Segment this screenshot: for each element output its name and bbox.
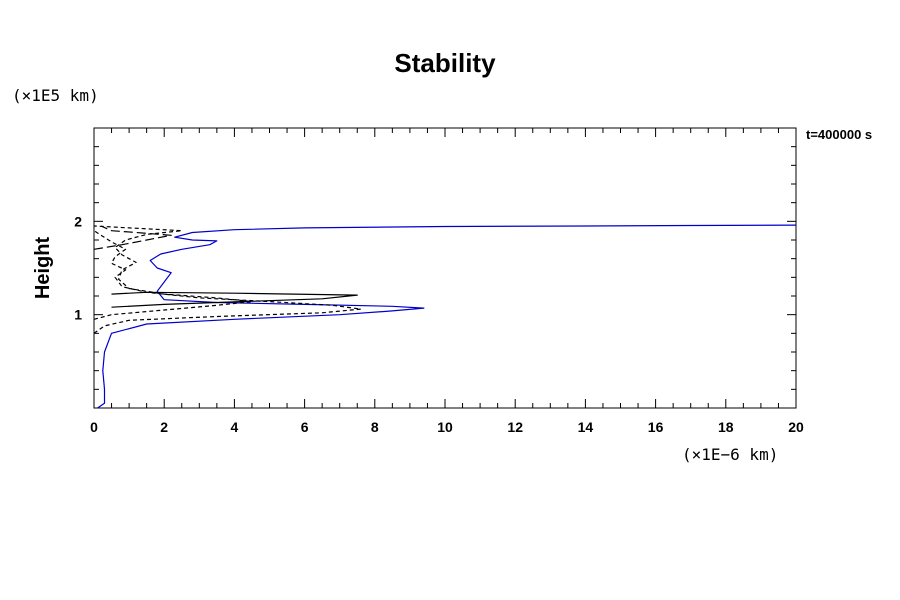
series-line-5 [93, 225, 172, 250]
y-tick-labels: 12 [74, 213, 82, 322]
y-axis-title: Height [32, 237, 54, 300]
series-line-1 [97, 224, 797, 409]
x-tick-label: 20 [788, 419, 804, 435]
chart-title: Stability [394, 48, 496, 78]
series-line-3 [93, 230, 362, 334]
time-annotation: t=400000 s [806, 127, 872, 142]
x-tick-label: 18 [718, 419, 734, 435]
series-line-4 [93, 225, 253, 320]
y-unit-label: (×1E5 km) [12, 86, 99, 105]
x-tick-labels: 0 2 4 6 8 10 12 14 16 18 20 [90, 419, 804, 435]
y-tick-label: 1 [74, 307, 82, 323]
x-tick-label: 14 [578, 419, 594, 435]
x-tick-label: 10 [437, 419, 453, 435]
axis-ticks [93, 127, 797, 409]
series-line-2 [111, 291, 358, 308]
x-unit-label: (×1E−6 km) [682, 445, 778, 464]
x-tick-label: 4 [231, 419, 239, 435]
x-tick-label: 0 [90, 419, 98, 435]
x-tick-label: 8 [371, 419, 379, 435]
x-tick-label: 2 [160, 419, 168, 435]
series-lines [93, 224, 797, 409]
y-tick-label: 2 [74, 213, 82, 229]
x-tick-label: 12 [507, 419, 523, 435]
x-tick-label: 6 [301, 419, 309, 435]
plot-frame [93, 127, 797, 409]
x-tick-label: 16 [648, 419, 664, 435]
